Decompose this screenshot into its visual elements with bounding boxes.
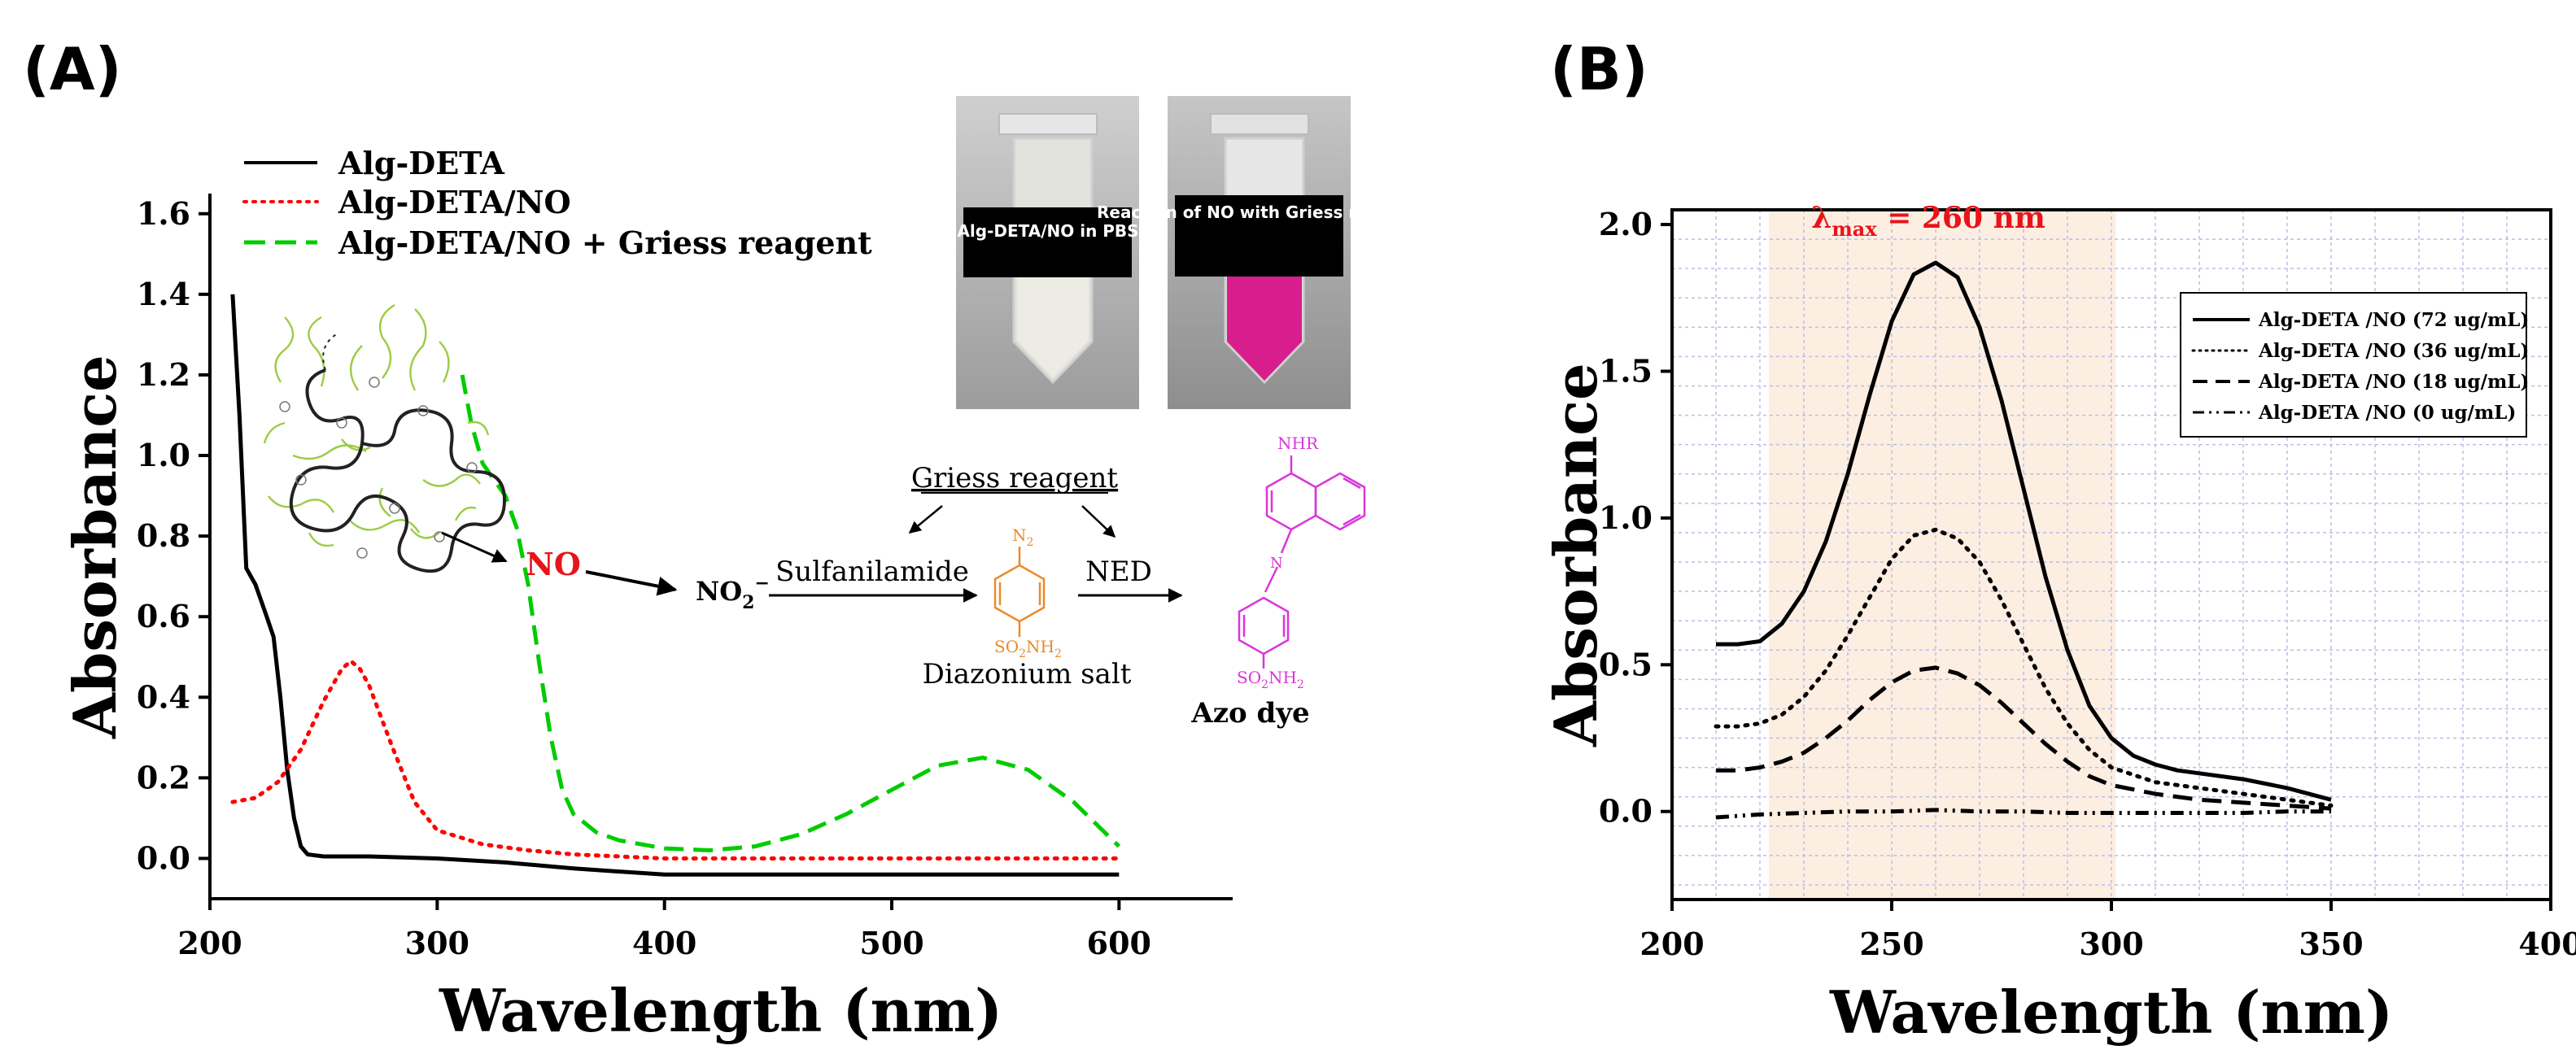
chart-a-ylabel: Absorbance [60,355,129,739]
chart-b-series [1714,260,2334,820]
chart-b-xlabel: Wavelength (nm) [1829,978,2393,1047]
series-line-alg-deta-no-griess-reagent [460,374,1121,852]
diazonium-structure [993,547,1046,637]
x-tick-label: 400 [2518,926,2576,962]
series-line-alg-deta-no-0-ug-ml [1715,808,2331,820]
arrow-griess-left [908,505,943,534]
series-line-alg-deta-no-72-ug-ml [1716,260,2332,802]
diazonium-n2: N2 [1012,525,1033,549]
x-tick-label: 200 [177,925,242,961]
sulfanilamide-label: Sulfanilamide [775,555,969,588]
x-tick-label: 200 [1639,926,1704,962]
reaction-scheme: NO NO2− Sulfanilamide Griess reagent N2 … [441,434,1366,730]
y-tick-label: 2.0 [1599,206,1653,242]
tube-photo-2: Reaction of NO with Griess reagent [1097,96,1421,409]
polymer-network-illustration [263,303,507,573]
y-tick-label: 0.2 [137,759,190,795]
tube-photo-1: Alg-DETA/NO in PBS [956,96,1139,409]
azo-so2nh2: SO2NH2 [1237,668,1304,691]
nitrite-label: NO2− [696,573,770,613]
y-tick-label: 1.4 [137,276,190,312]
chart-b-grid [1672,210,2551,900]
legend-entry-18: Alg-DETA /NO (18 ug/mL) [2258,371,2529,393]
arrow-network-to-no [441,531,508,563]
y-tick-label: 0.8 [137,517,190,554]
y-tick-label: 0.0 [1599,793,1653,830]
y-tick-label: 1.5 [1599,352,1653,389]
azo-dye-label: Azo dye [1190,697,1309,730]
legend-entry-alg-deta: Alg-DETA [338,145,504,181]
chart-b-legend-box [2180,292,2527,438]
no-label: NO [526,546,581,582]
y-tick-label: 0.5 [1599,646,1653,682]
legend-entry-36: Alg-DETA /NO (36 ug/mL) [2258,340,2529,362]
x-tick-label: 500 [859,925,923,961]
x-tick-label: 300 [405,925,469,961]
y-tick-label: 1.6 [137,195,190,232]
y-tick-label: 0.0 [137,839,190,876]
tube-caption-2: Reaction of NO with Griess reagent [1097,203,1421,222]
lambda-max-annotation: λmax = 260 nm [1811,201,2046,241]
legend-entry-griess: Alg-DETA/NO + Griess reagent [338,224,872,261]
chart-b-frame [1670,208,2552,901]
y-tick-label: 0.6 [137,598,190,634]
diazonium-label: Diazonium salt [923,658,1132,691]
x-tick-label: 300 [2079,926,2143,962]
chart-a-ticks: 200 300 400 500 600 0.0 0.2 0.4 0.6 0.8 1.0 1.2 1.4 1… [137,195,1151,961]
griess-reagent-label: Griess reagent [911,462,1119,495]
y-tick-label: 0.4 [137,678,190,715]
legend-entry-0: Alg-DETA /NO (0 ug/mL) [2258,402,2516,424]
series-line-alg-deta-no [230,659,1121,860]
azo-n-link: N [1270,555,1283,572]
arrow-griess-right [1081,505,1116,538]
panel-label-a: (A) [23,35,122,103]
chart-a: 200 300 400 500 600 0.0 0.2 0.4 0.6 0.8 1.0 1.2 1.4 1… [60,96,1421,1045]
x-tick-label: 350 [2299,926,2363,962]
azo-dye-structure [1238,455,1366,669]
chart-b-legend: Alg-DETA /NO (72 ug/mL) Alg-DETA /NO (36… [2180,292,2529,438]
azo-nhr: NHR [1277,434,1319,453]
lambda-max-band [1768,210,2116,900]
ned-label: NED [1085,555,1152,588]
chart-b-ylabel: Absorbance [1541,363,1610,747]
y-tick-label: 1.0 [137,437,190,473]
legend-entry-72: Alg-DETA /NO (72 ug/mL) [2258,309,2529,331]
chart-b: 200 250 300 350 400 0.0 0.5 1.0 1.5 2.0 Wavelengt… [1541,201,2576,1047]
diazonium-so2nh2: SO2NH2 [994,637,1062,660]
chart-a-legend: Alg-DETA Alg-DETA/NO Alg-DETA/NO + Gries… [242,145,872,261]
chart-a-xlabel: Wavelength (nm) [439,976,1002,1045]
y-tick-label: 1.0 [1599,499,1653,536]
x-tick-label: 250 [1859,926,1923,962]
tube-caption-1: Alg-DETA/NO in PBS [957,221,1138,241]
legend-entry-alg-deta-no: Alg-DETA/NO [338,184,571,220]
chart-b-ticks: 200 250 300 350 400 0.0 0.5 1.0 1.5 2.0 [1599,206,2576,962]
y-tick-label: 1.2 [137,356,190,393]
tube-photo-inset: Alg-DETA/NO in PBS Reaction of NO with G… [956,96,1421,409]
arrow-no-to-nitrite [585,570,678,596]
tube-liquid-2 [1227,275,1302,381]
series-line-alg-deta [230,294,1120,877]
chart-b-lambda-max-band [1768,210,2116,900]
series-line-alg-deta-no-18-ug-ml [1716,665,2332,811]
panel-label-b: (B) [1550,35,1648,103]
series-line-alg-deta-no-36-ug-ml [1714,527,2334,808]
x-tick-label: 400 [632,925,696,961]
x-tick-label: 600 [1087,925,1151,961]
